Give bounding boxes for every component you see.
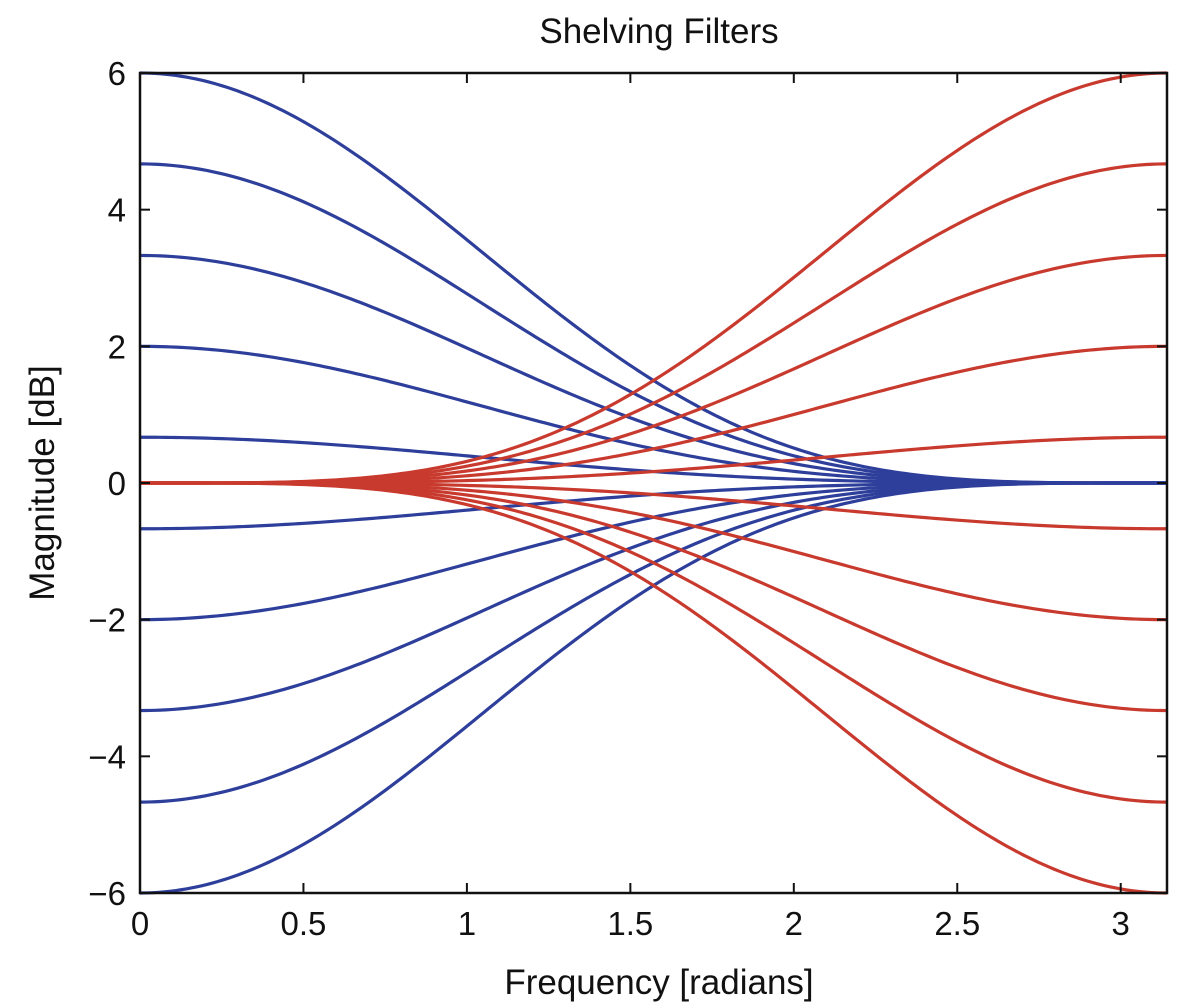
y-tick-label: −4: [88, 738, 126, 775]
low-shelf-line-8: [139, 481, 1167, 804]
low-shelf-line-5: [140, 481, 1167, 531]
x-tick-label: 3: [1112, 905, 1130, 942]
high-shelf-line-9: [140, 481, 1168, 895]
x-tick-label: 1: [458, 905, 476, 942]
low-shelf-line-6: [139, 481, 1167, 622]
y-tick-label: 4: [108, 192, 126, 229]
low-shelf-line-1: [139, 162, 1167, 485]
y-tick-label: 2: [108, 328, 126, 365]
high-shelf-line-6: [140, 481, 1168, 622]
high-shelf-line-8: [140, 481, 1168, 804]
x-axis-label: Frequency [radians]: [504, 963, 813, 1002]
plot-lines: [139, 71, 1168, 895]
high-shelf-line-1: [140, 162, 1168, 485]
high-shelf-line-3: [140, 344, 1168, 485]
y-tick-label: 6: [108, 55, 126, 92]
y-tick-label: −6: [88, 875, 126, 912]
high-shelf-line-5: [140, 481, 1167, 531]
x-tick-label: 2.5: [934, 905, 980, 942]
y-axis-label: Magnitude [dB]: [23, 365, 62, 600]
x-tick-label: 2: [785, 905, 803, 942]
x-tick-label: 0.5: [281, 905, 327, 942]
high-shelf-line-4: [140, 435, 1167, 485]
x-tick-label: 1.5: [607, 905, 653, 942]
low-shelf-line-4: [140, 435, 1167, 485]
x-tick-label: 0: [131, 905, 149, 942]
axis-ticks: 0 0.5 1 1.5 2 2.5 3 −6 −4 −2 0 2 4 6: [88, 55, 1167, 942]
y-tick-label: 0: [108, 465, 126, 502]
y-tick-label: −2: [88, 602, 126, 639]
chart-title: Shelving Filters: [539, 12, 778, 51]
low-shelf-line-3: [139, 344, 1167, 485]
